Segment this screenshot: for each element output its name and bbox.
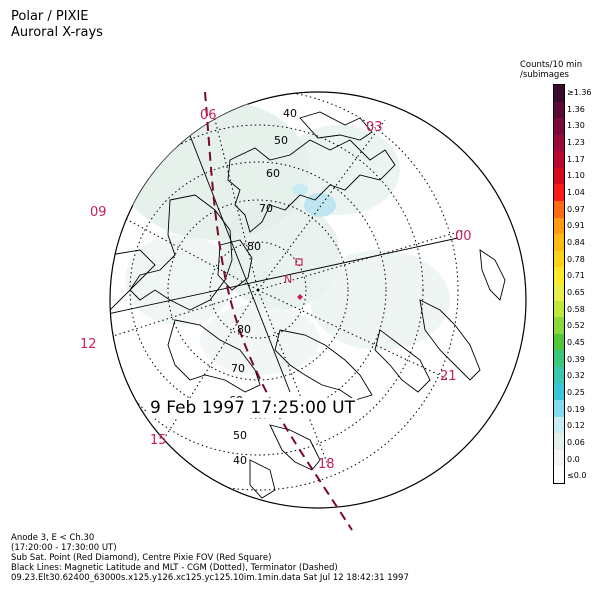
colorbar-swatch (554, 201, 564, 218)
colorbar-swatch (554, 167, 564, 185)
colorbar-tick-label: ≥1.36 (567, 87, 592, 97)
mlt-label-18: 18 (318, 457, 335, 472)
colorbar-tick-label: 0.58 (567, 304, 585, 314)
colorbar-tick-label: 0.45 (567, 337, 585, 347)
sub-satellite-diamond (297, 294, 303, 300)
north-america-coast (167, 319, 261, 393)
colorbar-swatch (554, 250, 564, 268)
colorbar-swatch (554, 151, 564, 168)
lat-label-70-top: 70 (259, 202, 273, 215)
colorbar-swatch (554, 383, 564, 400)
colorbar-tick-label: 0.19 (567, 404, 585, 414)
greenland-coast (129, 194, 233, 311)
colorbar-tick-label: 0.39 (567, 354, 585, 364)
mlt-labels: 06 03 00 21 18 15 12 09 (80, 108, 472, 472)
lat-label-80-bottom: 80 (237, 323, 251, 336)
footer-line5: 09.23.Elt30.62400_63000s.x125.y126.xc125… (11, 573, 409, 583)
mlt-label-09: 09 (90, 205, 107, 220)
colorbar-title: Counts/10 min /subimages (520, 60, 600, 80)
lat-label-40-top: 40 (283, 107, 297, 120)
colorbar-tick-label: 0.12 (567, 421, 585, 431)
colorbar-tick-label: 1.23 (567, 137, 585, 147)
colorbar-title-line2: /subimages (520, 70, 569, 80)
title-line1: Polar / PIXIE (11, 9, 89, 24)
colorbar-swatch (554, 184, 564, 202)
colorbar-tick-label: 0.0 (567, 454, 580, 464)
colorbar-tick-label: 0.32 (567, 371, 585, 381)
lat-label-60-top: 60 (266, 167, 280, 180)
geographic-grid (110, 109, 459, 393)
colorbar-swatch (554, 118, 564, 135)
colorbar-swatch (554, 134, 564, 152)
colorbar-swatch (554, 217, 564, 235)
observation-timestamp: 9 Feb 1997 17:25:00 UT (148, 398, 357, 418)
mlt-label-03: 03 (366, 120, 383, 135)
lat-label-50-bottom: 50 (233, 429, 247, 442)
mlt-label-00: 00 (455, 229, 472, 244)
mlt-label-21: 21 (440, 369, 457, 384)
lat-label-50-top: 50 (274, 134, 288, 147)
lat-label-70-bottom: 70 (231, 362, 245, 375)
colorbar-swatch (554, 416, 564, 434)
plot-title: Polar / PIXIE Auroral X-rays (11, 9, 103, 41)
colorbar-swatch (554, 433, 564, 450)
lat-label-80-top: 80 (247, 240, 261, 253)
colorbar-tick-label: 0.91 (567, 221, 585, 231)
colorbar-tick-label: 0.25 (567, 387, 585, 397)
footer-caption: Anode 3, E < Ch.30 (17:20:00 - 17:30:00 … (11, 533, 409, 583)
mlt-label-12: 12 (80, 337, 97, 352)
footer-line1: Anode 3, E < Ch.30 (11, 533, 95, 543)
title-line2: Auroral X-rays (11, 25, 103, 40)
footer-line4: Black Lines: Magnetic Latitude and MLT -… (11, 563, 338, 573)
colorbar-swatch (554, 317, 564, 334)
lat-label-40-bottom: 40 (233, 454, 247, 467)
colorbar-swatch (554, 350, 564, 367)
colorbar-swatch (554, 283, 564, 301)
colorbar-tick-label: 1.17 (567, 154, 585, 164)
colorbar-tick-labels: ≥1.36 1.36 1.30 1.23 1.17 1.10 1.04 0.97 0.91 0.8… (567, 84, 599, 484)
colorbar-tick-label: 1.30 (567, 121, 585, 131)
colorbar-tick-label: 1.04 (567, 187, 585, 197)
footer-line3: Sub Sat. Point (Red Diamond), Centre Pix… (11, 553, 272, 563)
colorbar-swatch (554, 449, 564, 467)
colorbar-swatch (554, 234, 564, 251)
colorbar-swatch (554, 300, 564, 318)
terminator-line (204, 91, 353, 531)
colorbar-tick-label: 1.36 (567, 104, 585, 114)
mlt-label-15: 15 (150, 433, 167, 448)
colorbar-tick-label: 0.65 (567, 287, 585, 297)
mlt-label-06: 06 (200, 108, 217, 123)
colorbar-swatch (554, 267, 564, 284)
colorbar-swatch (554, 399, 564, 417)
footer-line2: (17:20:00 - 17:30:00 UT) (11, 543, 117, 553)
colorbar-tick-label: 0.06 (567, 437, 585, 447)
pixie-fov-centre-square (295, 258, 303, 266)
colorbar-swatch (554, 85, 564, 102)
xray-hotspot (304, 193, 336, 217)
colorbar-tick-label: 0.71 (567, 271, 585, 281)
north-pole-label: N (284, 273, 292, 286)
colorbar-tick-label: 0.78 (567, 254, 585, 264)
colorbar (553, 84, 565, 484)
colorbar-title-line1: Counts/10 min (520, 60, 583, 70)
colorbar-tick-label: 0.97 (567, 204, 585, 214)
magnetic-latitude-rings (110, 92, 459, 491)
colorbar-swatch (554, 333, 564, 351)
colorbar-tick-label: 1.10 (567, 171, 585, 181)
colorbar-swatch (554, 466, 564, 483)
colorbar-swatch (554, 101, 564, 119)
xray-count-haze (120, 100, 450, 375)
colorbar-swatch (554, 366, 564, 384)
eurasia-coast (227, 139, 396, 233)
colorbar-tick-label: 0.52 (567, 321, 585, 331)
colorbar-tick-label: ≤0.0 (567, 471, 587, 481)
colorbar-tick-label: 0.84 (567, 237, 585, 247)
